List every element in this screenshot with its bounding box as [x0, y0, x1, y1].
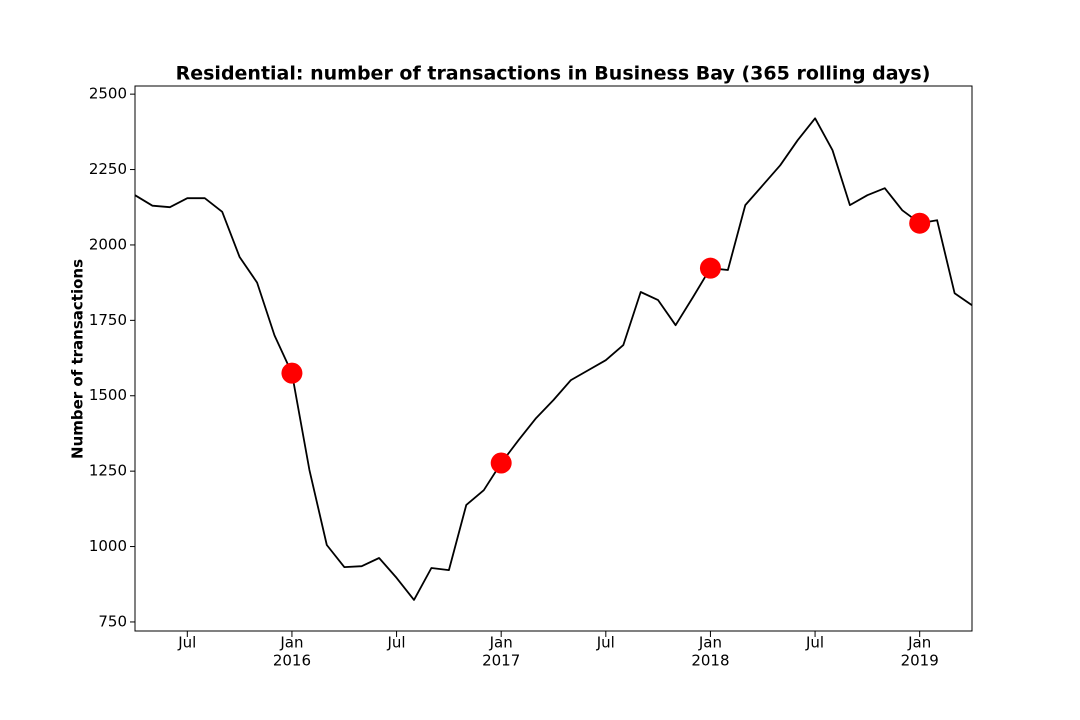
chart-title: Residential: number of transactions in B… — [176, 63, 931, 85]
y-tick-label: 2250 — [89, 160, 127, 178]
data-line — [134, 117, 973, 601]
x-tick-label: Jul — [387, 634, 406, 652]
x-tick-label: Jan — [698, 634, 722, 652]
y-tick-label: 2500 — [89, 85, 127, 103]
x-tick-label: Jan — [279, 634, 303, 652]
x-tick-year: 2019 — [901, 652, 939, 670]
x-tick-label: Jul — [596, 634, 615, 652]
x-tick-label: Jan — [489, 634, 513, 652]
x-tick-year: 2017 — [482, 652, 520, 670]
y-tick-label: 2000 — [89, 235, 127, 253]
y-tick-label: 750 — [98, 612, 127, 630]
y-tick-label: 1500 — [89, 386, 127, 404]
x-tick-label: Jul — [177, 634, 196, 652]
plot-frame — [134, 85, 973, 632]
x-tick-label: Jan — [907, 634, 931, 652]
y-tick-label: 1000 — [89, 537, 127, 555]
marker — [909, 212, 931, 234]
marker — [281, 362, 303, 384]
y-axis-label: Number of transactions — [69, 259, 87, 459]
marker — [490, 452, 512, 474]
x-tick-year: 2016 — [273, 652, 311, 670]
y-tick-label: 1750 — [89, 311, 127, 329]
y-tick-label: 1250 — [89, 462, 127, 480]
x-tick-year: 2018 — [691, 652, 729, 670]
x-tick-label: Jul — [805, 634, 824, 652]
marker — [699, 257, 721, 279]
